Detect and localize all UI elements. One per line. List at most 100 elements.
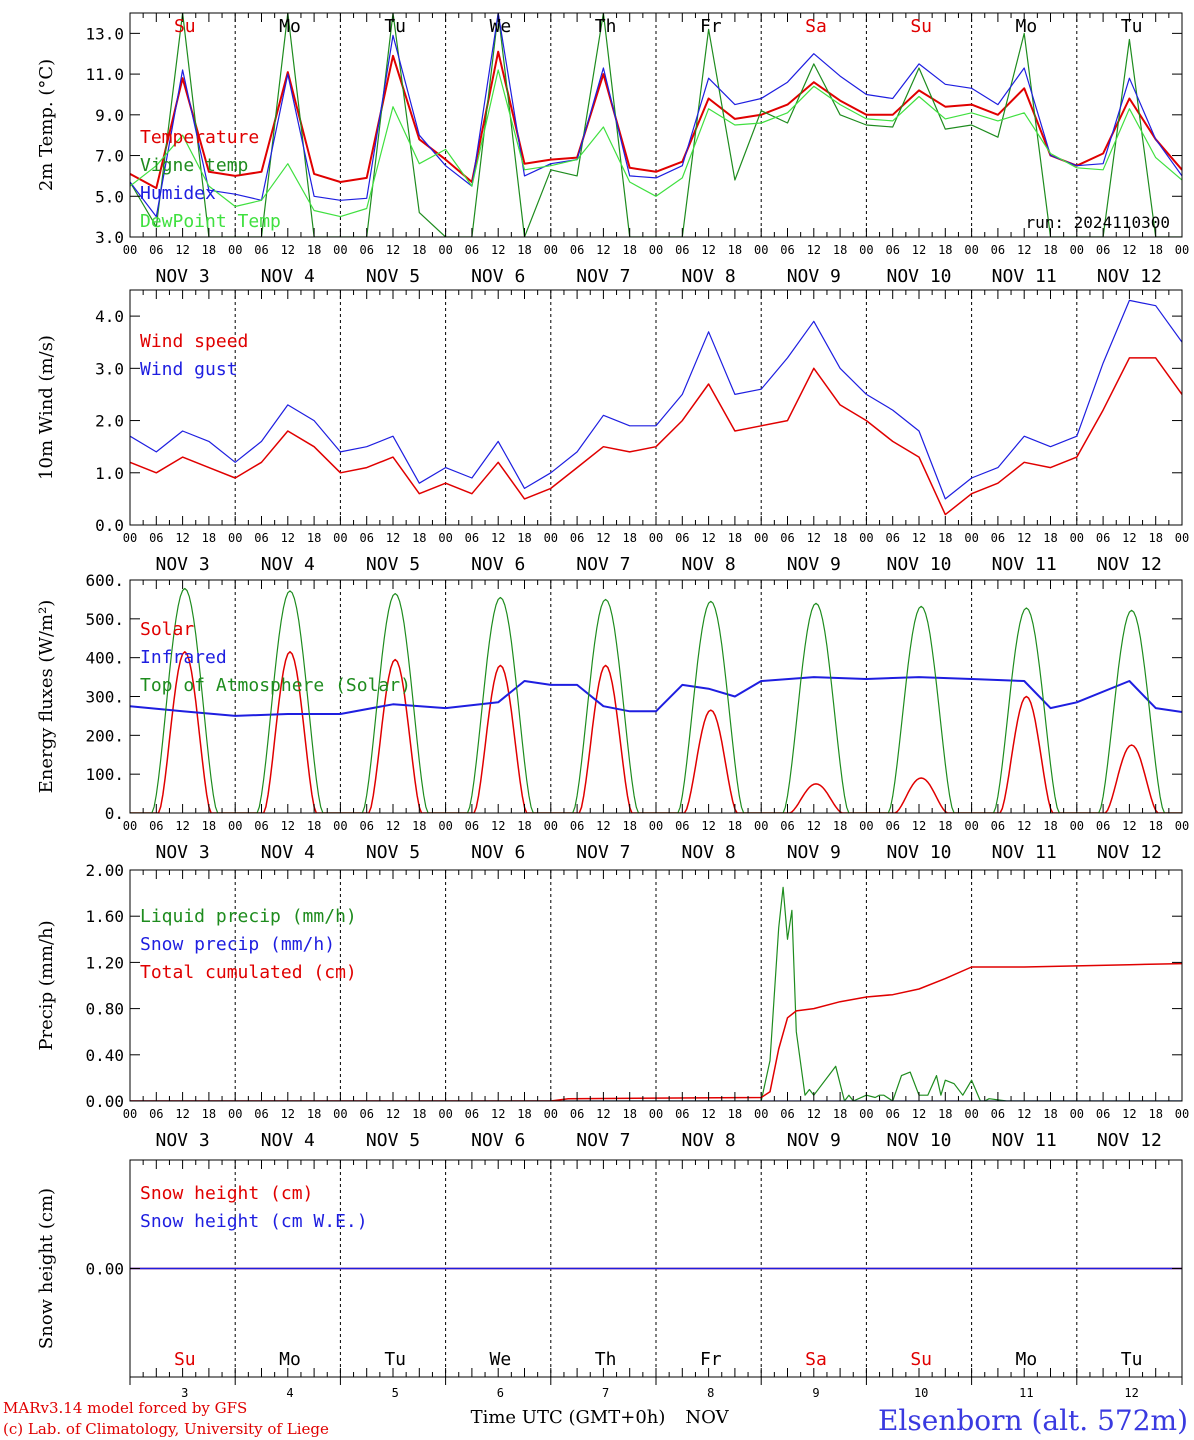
weekday-label: Mo — [1016, 1349, 1038, 1370]
footer-line-2: (c) Lab. of Climatology, University of L… — [3, 1420, 329, 1438]
date-label: NOV 3 — [156, 554, 210, 575]
hour-tick-label: 12 — [701, 1107, 715, 1121]
legend-entry: Liquid precip (mm/h) — [140, 906, 357, 927]
hour-tick-label: 06 — [149, 819, 163, 833]
weekday-label: Th — [595, 16, 617, 37]
series-group — [130, 299, 1182, 516]
hour-tick-label: 00 — [1175, 531, 1189, 545]
panel-snow: Snow height (cm) Snow height (cm W.E.) 0.0… — [36, 1159, 1183, 1378]
hour-tick-label: 12 — [1017, 243, 1031, 257]
hour-tick-label: 06 — [780, 531, 794, 545]
hour-tick-label: 18 — [938, 1107, 952, 1121]
hour-tick-label: 00 — [964, 243, 978, 257]
hour-tick-label: 18 — [202, 531, 216, 545]
weekday-label: Su — [174, 1349, 196, 1370]
hour-tick-label: 12 — [912, 819, 926, 833]
hour-tick-label: 12 — [912, 1107, 926, 1121]
day-number-label: 5 — [392, 1386, 399, 1400]
hour-tick-label: 12 — [175, 1107, 189, 1121]
y-tick-label: 100. — [85, 765, 124, 784]
series-line-solar — [130, 651, 1182, 813]
date-label: NOV 5 — [366, 554, 420, 575]
hour-tick-label: 00 — [123, 531, 137, 545]
weekday-label: Su — [910, 1349, 932, 1370]
date-label: NOV 6 — [471, 842, 525, 863]
series-line-top-of-atmosphere-solar- — [130, 587, 1182, 813]
hour-tick-label: 06 — [359, 819, 373, 833]
date-label: NOV 12 — [1097, 842, 1162, 863]
hour-tick-label: 00 — [1070, 531, 1084, 545]
hour-tick-label: 12 — [807, 243, 821, 257]
hour-tick-label: 12 — [1122, 531, 1136, 545]
panel-wind: Wind speed Wind gust 0.0 1.0 2.0 3.0 4.0 10m Wi… — [36, 289, 1189, 575]
hour-tick-label: 12 — [175, 531, 189, 545]
date-label: NOV 4 — [261, 1130, 315, 1151]
hour-tick-label: 06 — [359, 531, 373, 545]
day-number-label: 12 — [1124, 1386, 1138, 1400]
hour-tick-label: 06 — [885, 819, 899, 833]
hour-tick-label: 12 — [1122, 819, 1136, 833]
hour-tick-label: 06 — [254, 531, 268, 545]
date-label: NOV 10 — [886, 266, 951, 287]
legend-entry: Snow height (cm) — [140, 1183, 313, 1204]
hour-tick-label: 06 — [465, 819, 479, 833]
hour-tick-label: 18 — [622, 1107, 636, 1121]
hour-tick-label: 06 — [780, 243, 794, 257]
hour-tick-label: 18 — [202, 243, 216, 257]
legend-entry: DewPoint Temp — [140, 211, 281, 232]
hour-tick-label: 06 — [675, 531, 689, 545]
hour-tick-label: 12 — [491, 531, 505, 545]
hour-tick-label: 00 — [228, 531, 242, 545]
y-tick-label: 4.0 — [95, 307, 124, 326]
series-line-humidex — [130, 13, 1182, 218]
legend-entry: Snow precip (mm/h) — [140, 934, 335, 955]
hour-tick-label: 00 — [964, 819, 978, 833]
hour-tick-label: 12 — [596, 1107, 610, 1121]
hour-tick-label: 00 — [544, 243, 558, 257]
hour-tick-label: 00 — [1070, 243, 1084, 257]
panel-energy: Solar Infrared Top of Atmosphere (Solar) 0.… — [36, 571, 1189, 863]
hour-tick-label: 12 — [281, 1107, 295, 1121]
day-number-label: 7 — [602, 1386, 609, 1400]
date-label: NOV 7 — [576, 1130, 630, 1151]
hour-tick-label: 12 — [596, 243, 610, 257]
hour-tick-label: 06 — [359, 1107, 373, 1121]
hour-tick-label: 00 — [859, 243, 873, 257]
hour-tick-label: 00 — [649, 531, 663, 545]
date-label: NOV 9 — [787, 554, 841, 575]
hour-tick-label: 06 — [570, 531, 584, 545]
series-line-infrared — [130, 676, 1182, 717]
hour-tick-label: 18 — [412, 1107, 426, 1121]
hour-tick-label: 00 — [649, 819, 663, 833]
weekday-label: Mo — [279, 1349, 301, 1370]
hour-tick-label: 12 — [175, 819, 189, 833]
series-group — [130, 886, 1182, 1101]
hour-tick-label: 18 — [412, 531, 426, 545]
weekday-label: Tu — [1121, 16, 1143, 37]
hour-tick-label: 00 — [649, 243, 663, 257]
hour-tick-label: 12 — [386, 531, 400, 545]
hour-tick-label: 18 — [517, 819, 531, 833]
hour-tick-label: 12 — [807, 1107, 821, 1121]
hour-tick-label: 00 — [754, 243, 768, 257]
hour-tick-label: 18 — [728, 531, 742, 545]
date-label: NOV 11 — [992, 1130, 1057, 1151]
hour-tick-label: 12 — [175, 243, 189, 257]
hour-tick-label: 12 — [912, 531, 926, 545]
hour-tick-label: 12 — [1017, 819, 1031, 833]
date-label: NOV 4 — [261, 266, 315, 287]
date-label: NOV 9 — [787, 842, 841, 863]
y-tick-label: 0.80 — [85, 1000, 124, 1019]
x-axis-label: Time UTC (GMT+0h) — [471, 1407, 666, 1428]
day-number-label: 8 — [707, 1386, 714, 1400]
hour-tick-label: 00 — [754, 531, 768, 545]
legend-entry: Vigne temp — [140, 155, 248, 176]
hour-tick-label: 12 — [596, 531, 610, 545]
x-axis-month: NOV — [685, 1407, 729, 1428]
y-tick-label: 600. — [85, 571, 124, 590]
hour-tick-label: 06 — [465, 1107, 479, 1121]
hour-tick-label: 00 — [438, 1107, 452, 1121]
date-label: NOV 5 — [366, 266, 420, 287]
hour-tick-label: 06 — [149, 243, 163, 257]
hour-tick-label: 00 — [333, 819, 347, 833]
